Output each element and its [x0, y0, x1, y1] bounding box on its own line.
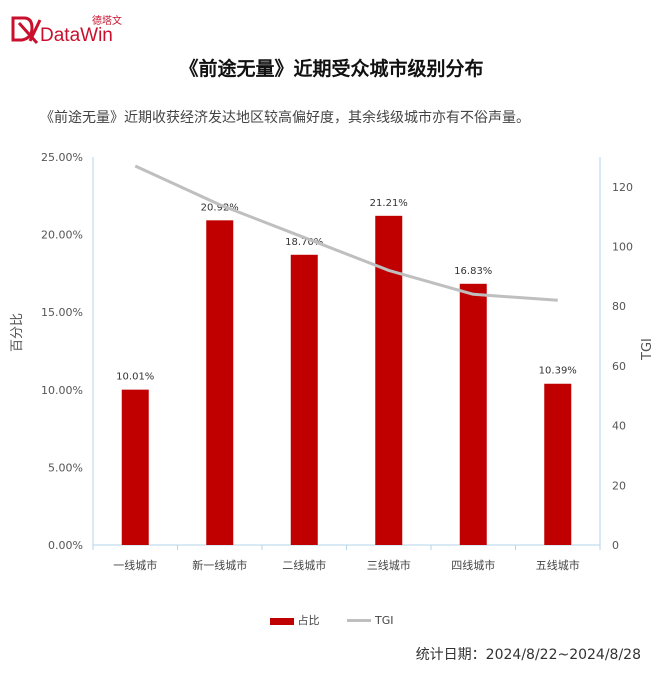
- logo-text: DataWin: [40, 25, 113, 46]
- y-axis-left-tick-label: 15.00%: [41, 306, 83, 319]
- y-axis-right-tick-label: 40: [612, 420, 626, 433]
- bar: [206, 220, 234, 545]
- y-axis-left-tick-label: 5.00%: [48, 461, 83, 474]
- bar-value-label: 16.83%: [454, 266, 492, 277]
- legend-label-share: 占比: [297, 614, 320, 627]
- bar: [121, 389, 149, 545]
- category-label: 五线城市: [536, 558, 580, 572]
- chart-subtitle: 《前途无量》近期收获经济发达地区较高偏好度，其余线级城市亦有不俗声量。: [40, 110, 530, 126]
- y-axis-right-tick-label: 0: [612, 539, 619, 552]
- category-labels: 一线城市 新一线城市 二线城市 三线城市 四线城市 五线城市: [113, 558, 580, 572]
- category-label: 四线城市: [451, 558, 495, 572]
- y-axis-left-tick-label: 0.00%: [48, 539, 83, 552]
- y-axis-left-tick-label: 25.00%: [41, 151, 83, 164]
- bar-value-labels: 10.01% 20.92% 18.70% 21.21% 16.83% 10.39%: [116, 198, 577, 383]
- category-label: 新一线城市: [192, 558, 247, 572]
- category-label: 一线城市: [113, 558, 157, 572]
- x-axis-ticks: [92, 545, 601, 550]
- datawin-logo-icon: [11, 16, 42, 45]
- logo-chinese-text: 德塔文: [92, 16, 122, 27]
- y-axis-right-tick-label: 120: [612, 181, 633, 194]
- bar-value-label: 21.21%: [370, 198, 408, 209]
- bar-value-label: 10.39%: [539, 366, 577, 377]
- y-axis-right-tick-label: 100: [612, 241, 633, 254]
- chart-legend: 占比 TGI: [0, 612, 663, 628]
- legend-swatch-line: [347, 619, 371, 622]
- y-axis-right-tick-label: 80: [612, 300, 626, 313]
- bar-value-label: 18.70%: [285, 237, 323, 248]
- legend-label-tgi: TGI: [375, 613, 394, 627]
- bar-value-label: 10.01%: [116, 372, 154, 383]
- bar: [290, 254, 318, 545]
- stat-date: 统计日期：2024/8/22~2024/8/28: [415, 647, 641, 663]
- datawin-logo: 德塔文 DataWin: [10, 8, 140, 48]
- tgi-line: [134, 164, 558, 302]
- legend-item-share: 占比: [269, 612, 320, 628]
- chart-title: 《前途无量》近期受众城市级别分布: [179, 58, 484, 80]
- category-label: 三线城市: [367, 558, 411, 572]
- legend-item-tgi: TGI: [347, 614, 394, 627]
- y-axis-left-ticks: 0.00% 5.00% 10.00% 15.00% 20.00% 25.00%: [41, 151, 83, 552]
- category-label: 二线城市: [282, 558, 326, 572]
- y-axis-right-ticks: 0 20 40 60 80 100 120: [612, 181, 633, 552]
- y-axis-right-tick-label: 60: [612, 360, 626, 373]
- y-axis-left-tick-label: 20.00%: [41, 229, 83, 242]
- bar-series: [121, 215, 572, 545]
- bar: [544, 383, 572, 545]
- y-axis-right-tick-label: 20: [612, 479, 626, 492]
- bar-value-label: 20.92%: [201, 202, 239, 213]
- y-axis-left-tick-label: 10.00%: [41, 384, 83, 397]
- legend-swatch-bar: [269, 617, 294, 625]
- bar: [459, 283, 487, 545]
